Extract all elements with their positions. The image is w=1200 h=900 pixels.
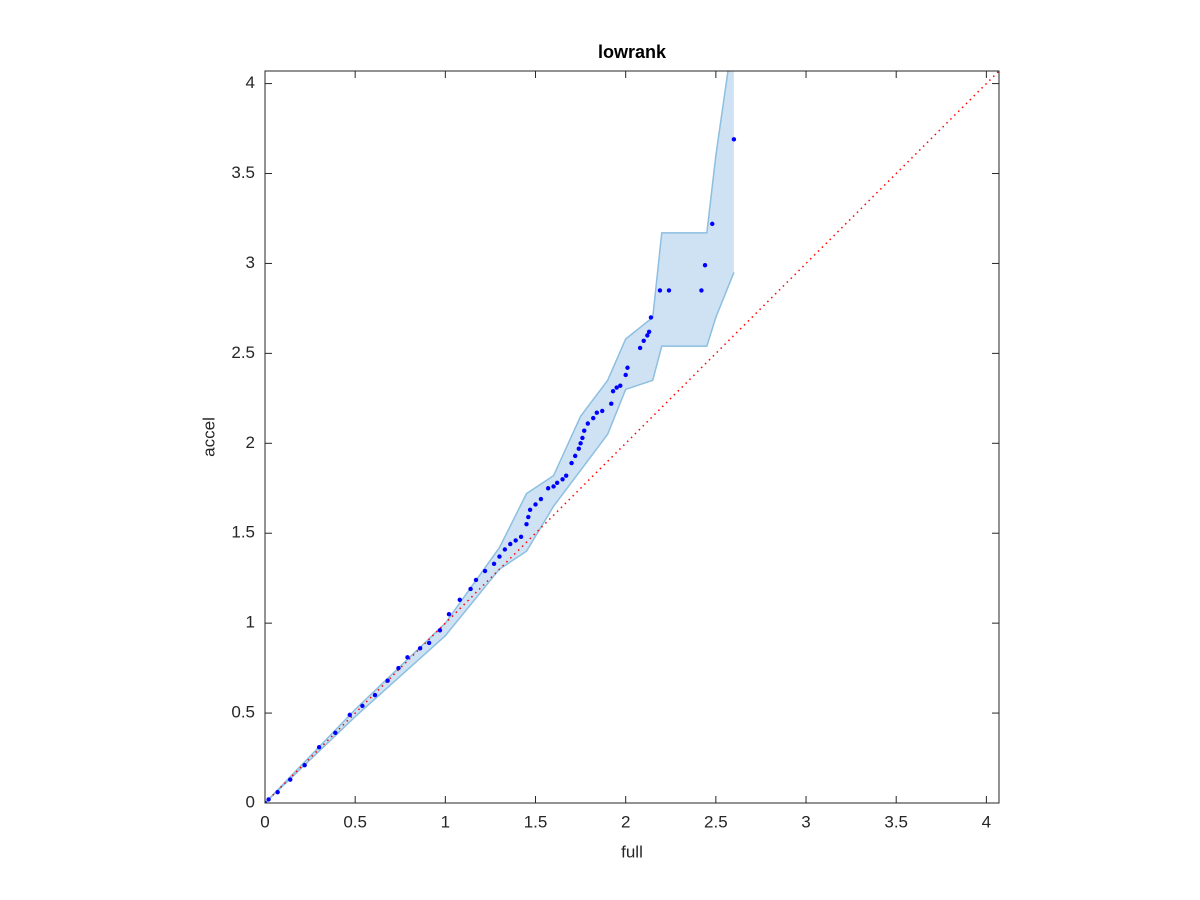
data-point <box>641 338 646 343</box>
x-tick-label: 0 <box>260 812 269 831</box>
band-upper-edge <box>265 71 729 803</box>
data-point <box>405 655 410 660</box>
plot-area <box>265 71 999 803</box>
data-point <box>699 288 704 293</box>
data-point <box>576 446 581 451</box>
y-tick-label: 2.5 <box>231 343 255 362</box>
data-point <box>569 460 574 466</box>
data-point <box>316 745 322 750</box>
data-point <box>585 421 591 426</box>
data-point <box>710 221 715 227</box>
data-point <box>497 554 502 559</box>
data-point <box>533 502 538 507</box>
data-point <box>473 577 479 583</box>
data-point <box>666 288 672 293</box>
data-point <box>347 712 352 718</box>
band-lower-edge <box>265 272 735 803</box>
x-tick-label: 1 <box>441 812 450 831</box>
y-tick-label: 4 <box>246 73 255 92</box>
y-tick-label: 1 <box>246 613 255 632</box>
data-point <box>594 410 600 415</box>
y-tick-label: 2 <box>246 433 255 452</box>
data-point <box>657 288 663 293</box>
y-tick-label: 3 <box>246 253 255 272</box>
y-tick-label: 1.5 <box>231 523 255 542</box>
data-point <box>702 263 708 268</box>
y-tick-label: 0.5 <box>231 703 255 722</box>
data-point <box>637 345 643 351</box>
data-point <box>646 329 652 334</box>
data-point <box>614 385 619 390</box>
data-point <box>578 441 583 446</box>
data-point <box>288 777 293 782</box>
chart-title: lowrank <box>598 42 667 62</box>
data-point <box>426 640 432 646</box>
x-tick-label: 1.5 <box>524 812 548 831</box>
data-point <box>265 800 268 803</box>
data-point <box>457 597 462 602</box>
data-point <box>508 541 513 547</box>
data-point <box>623 372 628 378</box>
data-point <box>437 628 443 633</box>
data-point <box>591 415 596 421</box>
data-point <box>645 333 650 338</box>
data-point <box>482 568 488 574</box>
x-tick-label: 3 <box>801 812 810 831</box>
y-tick-label: 0 <box>246 792 255 811</box>
data-point <box>526 514 531 520</box>
data-point <box>502 547 508 552</box>
data-point <box>563 473 569 478</box>
confidence-band <box>265 71 734 803</box>
data-point <box>551 484 556 489</box>
x-tick-label: 2 <box>621 812 630 831</box>
axes-box <box>264 70 1000 804</box>
data-point <box>572 453 578 459</box>
data-point <box>302 763 307 768</box>
data-point <box>545 486 551 491</box>
x-tick-label: 4 <box>982 812 991 831</box>
data-point <box>396 665 401 671</box>
data-point <box>648 315 654 320</box>
data-point <box>560 477 565 482</box>
data-point <box>385 678 390 683</box>
data-point <box>266 797 271 802</box>
data-point <box>538 496 544 502</box>
data-point <box>518 534 524 540</box>
x-axis-label: full <box>621 842 643 861</box>
data-point <box>417 646 423 651</box>
data-point <box>582 428 587 433</box>
data-point <box>513 538 518 543</box>
identity-line <box>265 71 999 803</box>
data-point <box>333 730 338 736</box>
data-point <box>446 611 452 617</box>
data-point <box>275 790 280 795</box>
y-axis-label: accel <box>199 417 218 457</box>
x-tick-label: 3.5 <box>884 812 908 831</box>
y-tick-label: 3.5 <box>231 163 255 182</box>
data-point <box>491 561 497 566</box>
data-point <box>527 507 533 513</box>
data-point <box>731 137 737 142</box>
data-point <box>360 703 365 709</box>
data-point <box>580 435 585 441</box>
data-point <box>372 692 378 698</box>
data-point <box>609 401 614 406</box>
data-point <box>468 586 473 592</box>
data-point <box>554 480 560 486</box>
data-point <box>600 408 605 414</box>
data-point <box>618 383 623 388</box>
x-tick-label: 0.5 <box>343 812 367 831</box>
x-tick-label: 2.5 <box>704 812 728 831</box>
data-point <box>610 388 616 394</box>
data-point <box>625 365 630 370</box>
data-point <box>524 522 529 527</box>
